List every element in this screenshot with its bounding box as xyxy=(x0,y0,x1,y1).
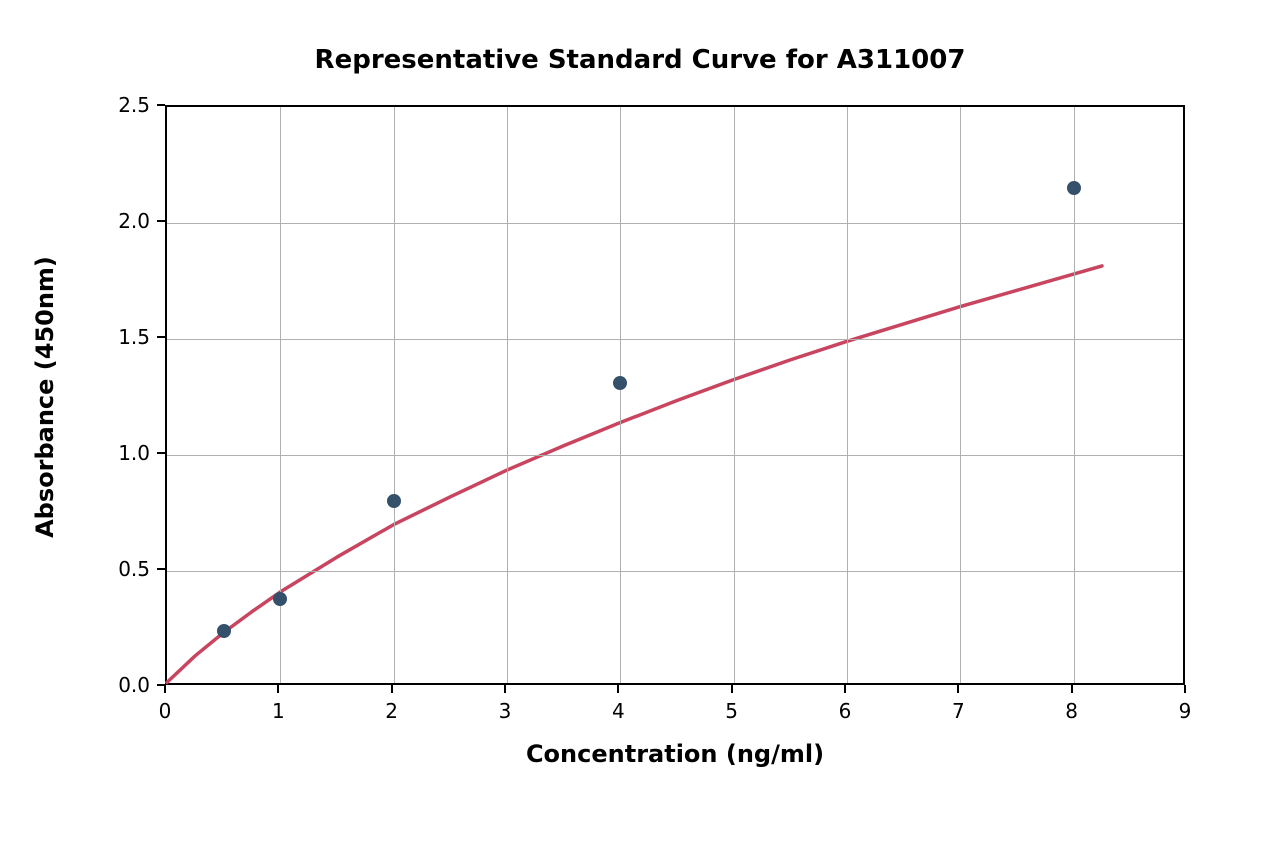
grid-line-v xyxy=(847,107,848,683)
plot-area xyxy=(165,105,1185,685)
x-tick-label: 9 xyxy=(1179,699,1192,723)
x-tick-label: 3 xyxy=(499,699,512,723)
grid-line-v xyxy=(620,107,621,683)
data-point xyxy=(217,624,231,638)
y-tick-mark xyxy=(157,336,165,338)
grid-line-v xyxy=(394,107,395,683)
x-tick-label: 7 xyxy=(952,699,965,723)
y-tick-mark xyxy=(157,684,165,686)
x-tick-mark xyxy=(391,685,393,693)
curve-path xyxy=(167,266,1102,682)
fitted-curve xyxy=(167,107,1187,687)
grid-line-h xyxy=(167,223,1183,224)
x-tick-mark xyxy=(844,685,846,693)
grid-line-h xyxy=(167,455,1183,456)
x-tick-mark xyxy=(617,685,619,693)
x-tick-mark xyxy=(277,685,279,693)
x-tick-mark xyxy=(164,685,166,693)
y-tick-mark xyxy=(157,568,165,570)
data-point xyxy=(273,592,287,606)
chart-container: Representative Standard Curve for A31100… xyxy=(0,0,1280,845)
y-tick-label: 0.0 xyxy=(110,673,150,697)
x-tick-mark xyxy=(957,685,959,693)
y-tick-label: 2.5 xyxy=(110,93,150,117)
grid-line-v xyxy=(960,107,961,683)
grid-line-v xyxy=(507,107,508,683)
data-point xyxy=(1067,181,1081,195)
x-tick-mark xyxy=(1184,685,1186,693)
y-tick-mark xyxy=(157,220,165,222)
y-tick-label: 2.0 xyxy=(110,209,150,233)
x-tick-mark xyxy=(1071,685,1073,693)
x-tick-label: 4 xyxy=(612,699,625,723)
y-tick-mark xyxy=(157,104,165,106)
x-tick-label: 2 xyxy=(385,699,398,723)
data-point xyxy=(613,376,627,390)
data-point xyxy=(387,494,401,508)
x-tick-label: 5 xyxy=(725,699,738,723)
chart-title: Representative Standard Curve for A31100… xyxy=(0,45,1280,75)
y-tick-label: 1.0 xyxy=(110,441,150,465)
y-tick-label: 0.5 xyxy=(110,557,150,581)
x-tick-label: 1 xyxy=(272,699,285,723)
grid-line-h xyxy=(167,339,1183,340)
x-tick-label: 0 xyxy=(159,699,172,723)
x-tick-mark xyxy=(731,685,733,693)
grid-line-v xyxy=(734,107,735,683)
x-tick-label: 6 xyxy=(839,699,852,723)
grid-line-h xyxy=(167,571,1183,572)
y-tick-label: 1.5 xyxy=(110,325,150,349)
x-tick-mark xyxy=(504,685,506,693)
x-axis-label: Concentration (ng/ml) xyxy=(165,740,1185,768)
y-axis-label: Absorbance (450nm) xyxy=(31,247,59,547)
x-tick-label: 8 xyxy=(1065,699,1078,723)
y-tick-mark xyxy=(157,452,165,454)
